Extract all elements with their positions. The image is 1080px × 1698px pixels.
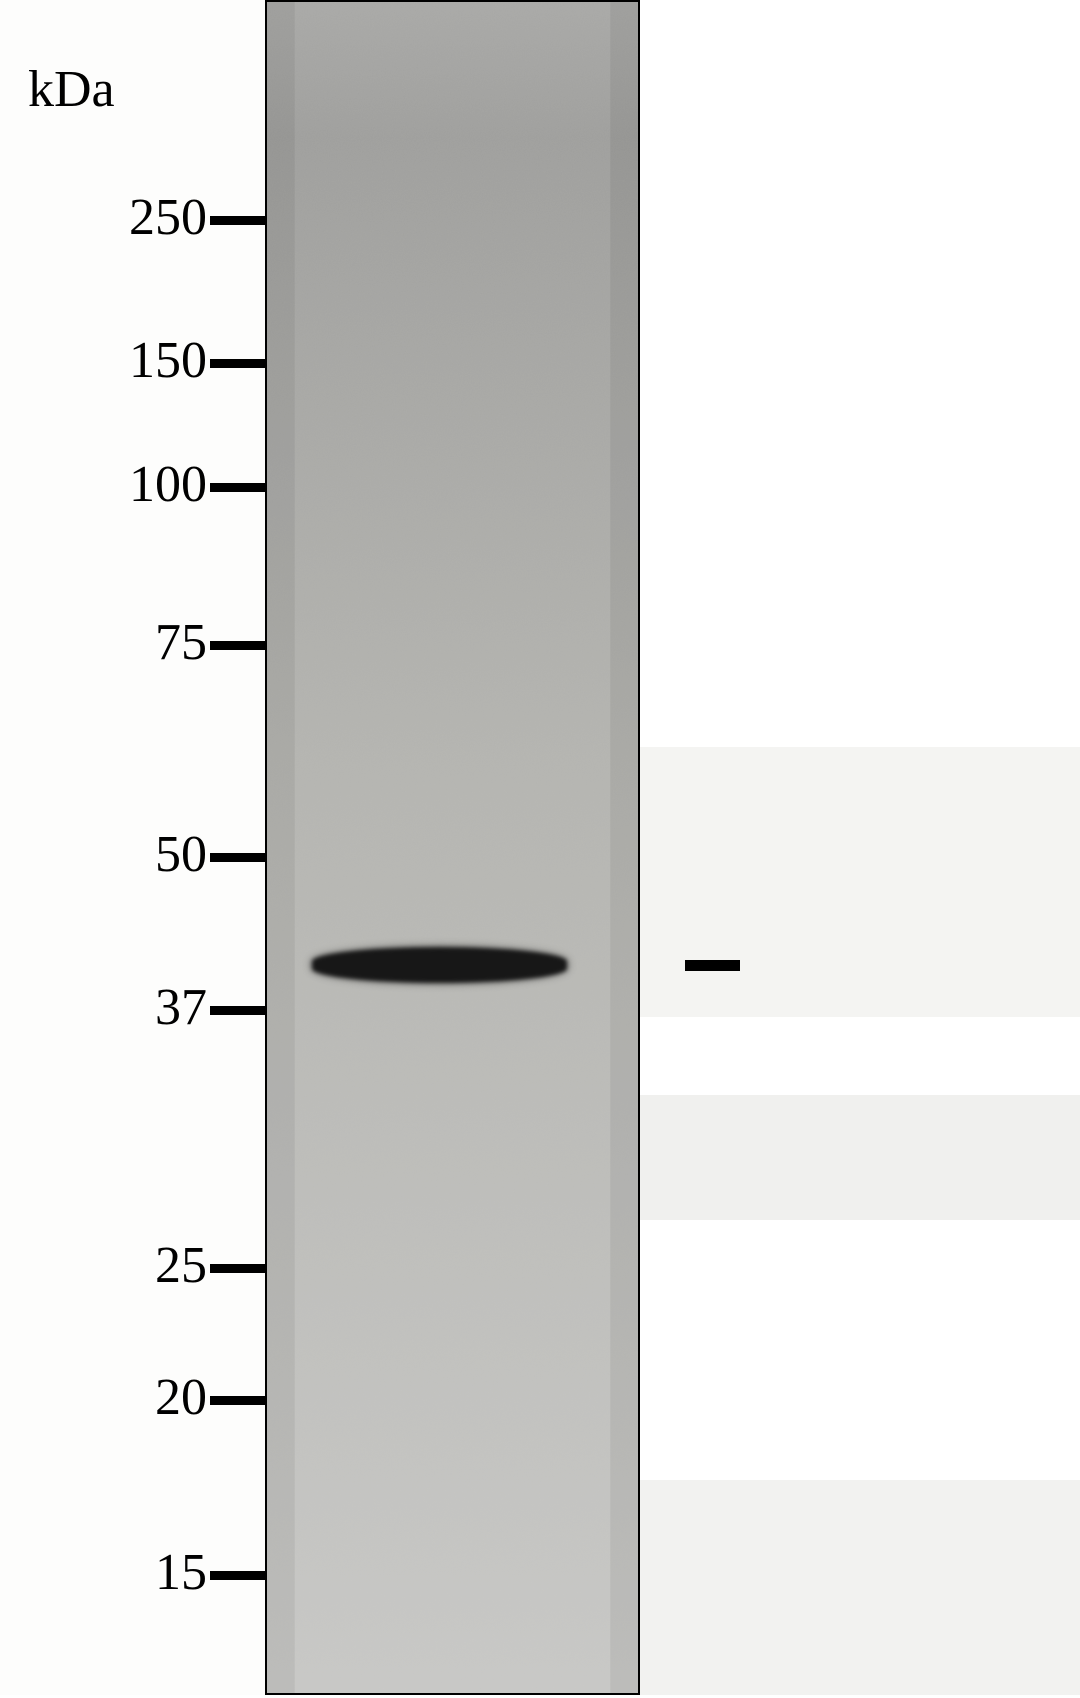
shade-block [640,1095,1080,1220]
unit-text: kDa [28,61,115,118]
ladder-tick [210,216,265,225]
ladder-label: 25 [155,1236,207,1295]
ladder-label: 150 [129,331,207,390]
ladder-tick [210,1264,265,1273]
ladder-tick [210,1571,265,1580]
protein-band [312,947,567,983]
ladder-label: 50 [155,825,207,884]
ladder-label: 20 [155,1368,207,1427]
target-marker [685,960,740,971]
ladder-label: 250 [129,188,207,247]
ladder-tick [210,641,265,650]
right-panel [640,0,1080,1695]
shade-block [640,747,1080,1017]
blot-container: kDa 250 150 100 75 50 37 25 20 15 [0,0,1080,1695]
ladder-label: 37 [155,978,207,1037]
lane-background [267,2,638,1693]
blot-lane [265,0,640,1695]
ladder-tick [210,853,265,862]
ladder-tick [210,1006,265,1015]
unit-label: kDa [28,60,115,119]
ladder-label: 15 [155,1543,207,1602]
ladder-tick [210,1396,265,1405]
ladder-tick [210,359,265,368]
ladder-tick [210,483,265,492]
ladder-label: 100 [129,455,207,514]
shade-block [640,1480,1080,1695]
ladder-label: 75 [155,613,207,672]
